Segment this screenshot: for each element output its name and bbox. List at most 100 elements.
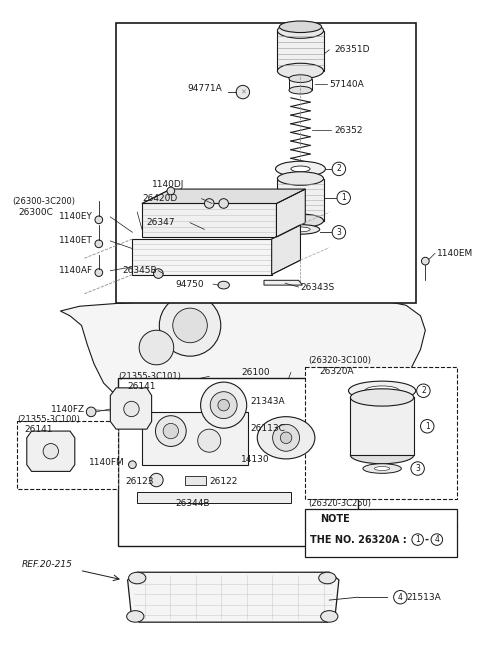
Circle shape (417, 384, 430, 397)
Circle shape (173, 308, 207, 343)
Circle shape (421, 257, 429, 265)
Polygon shape (60, 296, 425, 464)
Ellipse shape (277, 23, 324, 38)
Circle shape (198, 429, 221, 452)
Bar (17, 421, 118, 489)
Text: 94750: 94750 (176, 280, 204, 289)
Text: 3: 3 (336, 228, 341, 237)
Circle shape (201, 382, 247, 428)
Ellipse shape (291, 227, 310, 232)
Text: 1: 1 (425, 422, 430, 431)
Text: 21343A: 21343A (251, 396, 285, 406)
Polygon shape (264, 280, 302, 285)
Circle shape (154, 269, 163, 278)
Circle shape (150, 473, 163, 487)
Text: 26113C: 26113C (251, 423, 286, 433)
Ellipse shape (276, 161, 325, 177)
Ellipse shape (321, 611, 338, 622)
Circle shape (95, 269, 103, 276)
Circle shape (95, 240, 103, 248)
Ellipse shape (277, 63, 324, 79)
Circle shape (411, 462, 424, 475)
Circle shape (280, 432, 292, 444)
Polygon shape (27, 431, 75, 471)
Text: 26300C: 26300C (18, 208, 53, 216)
Circle shape (332, 162, 346, 175)
Circle shape (219, 199, 228, 208)
Circle shape (159, 295, 221, 356)
Text: 1140FZ: 1140FZ (51, 405, 85, 415)
Circle shape (129, 461, 136, 468)
Text: 1: 1 (415, 535, 420, 544)
Text: (26300-3C200): (26300-3C200) (12, 197, 75, 206)
Circle shape (332, 226, 346, 239)
Circle shape (124, 401, 139, 417)
Circle shape (43, 444, 59, 459)
Circle shape (204, 199, 214, 208)
Text: 26122: 26122 (209, 478, 238, 487)
Circle shape (431, 534, 443, 546)
Bar (118, 378, 358, 546)
Bar (137, 492, 291, 503)
Circle shape (420, 419, 434, 433)
Text: (21355-3C100): (21355-3C100) (17, 415, 80, 424)
Text: 26420D: 26420D (142, 194, 177, 203)
Ellipse shape (348, 381, 416, 401)
Circle shape (273, 424, 300, 451)
Circle shape (412, 534, 423, 546)
Text: 4: 4 (398, 593, 403, 601)
Text: 26141: 26141 (128, 382, 156, 391)
Ellipse shape (289, 75, 312, 83)
Text: 26344B: 26344B (176, 499, 210, 507)
Text: (21355-3C101): (21355-3C101) (118, 372, 181, 381)
Circle shape (156, 416, 186, 446)
Text: ✕: ✕ (240, 89, 246, 95)
Bar (277, 179, 324, 221)
Circle shape (210, 392, 237, 419)
Text: THE NO. 26320A :: THE NO. 26320A : (310, 535, 410, 544)
Ellipse shape (350, 446, 414, 464)
Text: 26347: 26347 (147, 218, 175, 227)
Text: 1140EY: 1140EY (59, 212, 92, 221)
Ellipse shape (277, 172, 324, 185)
Text: 14130: 14130 (241, 456, 270, 464)
Polygon shape (142, 189, 305, 204)
Bar (277, 31, 324, 71)
Ellipse shape (279, 21, 322, 32)
Ellipse shape (289, 86, 312, 94)
Text: 3: 3 (415, 464, 420, 473)
Ellipse shape (218, 282, 229, 289)
Circle shape (86, 407, 96, 417)
Ellipse shape (363, 464, 401, 473)
Text: 26320A: 26320A (320, 367, 354, 376)
Text: 94771A: 94771A (187, 84, 222, 93)
Text: 2: 2 (336, 165, 341, 173)
Ellipse shape (277, 214, 324, 228)
Bar (350, 397, 414, 455)
Text: 26343S: 26343S (300, 282, 335, 292)
Text: 57140A: 57140A (329, 80, 364, 89)
Circle shape (394, 591, 407, 604)
Ellipse shape (281, 224, 320, 235)
Text: NOTE: NOTE (320, 515, 349, 524)
Text: 1140DJ: 1140DJ (152, 180, 184, 189)
Bar (116, 23, 416, 303)
Bar (142, 412, 248, 464)
Text: 26123: 26123 (126, 478, 154, 487)
Ellipse shape (350, 389, 414, 406)
Text: 1140AF: 1140AF (59, 266, 93, 276)
Ellipse shape (257, 417, 315, 459)
Circle shape (337, 191, 350, 204)
Circle shape (139, 330, 174, 365)
Text: (26320-3C250): (26320-3C250) (308, 499, 371, 507)
Polygon shape (272, 224, 300, 275)
Circle shape (163, 423, 179, 439)
Text: (26320-3C100): (26320-3C100) (308, 356, 371, 366)
Text: 4: 4 (434, 535, 439, 544)
Bar (289, 79, 312, 90)
Bar (305, 367, 457, 499)
Text: -: - (424, 535, 428, 544)
Polygon shape (110, 388, 152, 429)
Polygon shape (132, 239, 272, 275)
Ellipse shape (374, 466, 390, 470)
